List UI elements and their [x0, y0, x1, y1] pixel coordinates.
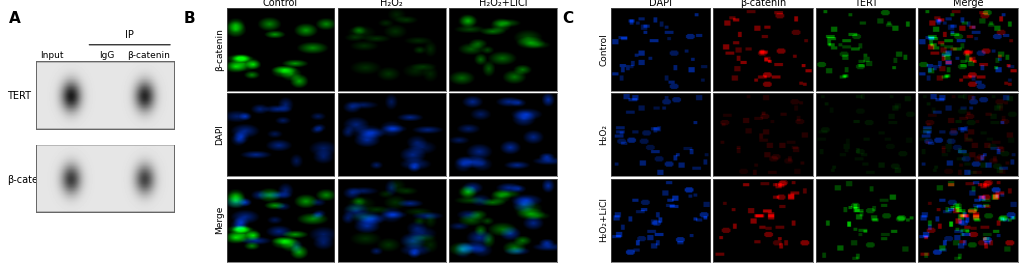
Text: Control: Control: [598, 33, 607, 66]
Text: Merge: Merge: [215, 206, 224, 234]
Text: B: B: [183, 10, 196, 26]
Text: Input: Input: [40, 51, 63, 60]
Text: TERT: TERT: [7, 91, 31, 100]
Text: C: C: [562, 10, 574, 26]
Title: H₂O₂+LiCl: H₂O₂+LiCl: [478, 0, 527, 8]
Text: IP: IP: [125, 30, 135, 40]
Title: H₂O₂: H₂O₂: [380, 0, 403, 8]
Text: β-catenin: β-catenin: [215, 28, 224, 71]
Text: H₂O₂: H₂O₂: [598, 124, 607, 145]
Text: β-catenin: β-catenin: [7, 175, 53, 186]
Title: Control: Control: [263, 0, 298, 8]
Title: DAPI: DAPI: [648, 0, 672, 8]
Text: DAPI: DAPI: [215, 124, 224, 145]
Title: TERT: TERT: [853, 0, 876, 8]
Title: β-catenin: β-catenin: [739, 0, 786, 8]
Text: β-catenin: β-catenin: [127, 51, 170, 60]
Text: H₂O₂+LiCl: H₂O₂+LiCl: [598, 197, 607, 242]
Text: A: A: [8, 10, 20, 26]
Title: Merge: Merge: [952, 0, 982, 8]
Text: IgG: IgG: [100, 51, 115, 60]
